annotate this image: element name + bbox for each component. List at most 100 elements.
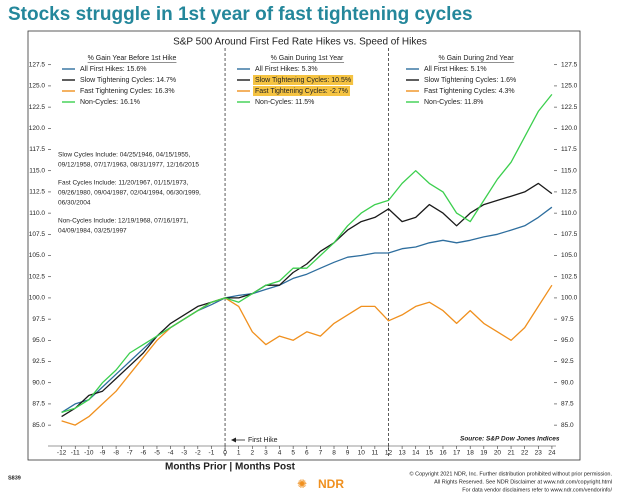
x-tick-label: -11 — [71, 450, 80, 457]
note: 06/30/2004 — [58, 200, 91, 207]
x-tick-label: -4 — [168, 450, 174, 457]
y-tick-label-right: 85.0 — [561, 422, 574, 429]
series-line — [61, 284, 553, 426]
legend-entry: Fast Tightening Cycles: 4.3% — [424, 88, 515, 95]
legend-entry: Fast Tightening Cycles: -2.7% — [255, 88, 348, 95]
y-tick-label-right: 120.0 — [561, 125, 578, 132]
y-tick-label: 97.5 — [32, 316, 45, 323]
y-tick-label: 115.0 — [29, 167, 45, 174]
y-tick-label-right: 117.5 — [561, 146, 577, 153]
y-tick-label-right: 105.0 — [561, 252, 578, 259]
x-tick-label: 24 — [548, 450, 556, 457]
x-tick-label: -10 — [84, 450, 94, 457]
x-tick-label: 15 — [426, 450, 434, 457]
y-tick-label-right: 122.5 — [561, 104, 578, 111]
footer-line: © Copyright 2021 NDR, Inc. Further distr… — [410, 470, 613, 477]
y-tick-label-right: 110.0 — [561, 210, 577, 217]
legend-highlight — [253, 75, 354, 85]
y-tick-label: 102.5 — [29, 273, 46, 280]
y-tick-label-right: 102.5 — [561, 273, 578, 280]
x-tick-label: 21 — [507, 450, 515, 457]
x-tick-label: 5 — [291, 450, 295, 457]
x-tick-label: 11 — [371, 450, 378, 457]
x-tick-label: 16 — [439, 450, 447, 457]
x-tick-label: 8 — [332, 450, 336, 457]
code: S839 — [8, 475, 21, 481]
series-line — [61, 206, 553, 413]
y-tick-label-right: 125.0 — [561, 83, 578, 90]
x-tick-label: 10 — [358, 450, 366, 457]
legend-entry: Non-Cycles: 16.1% — [80, 99, 140, 106]
source: Source: S&P Dow Jones Indices — [460, 436, 560, 443]
note: Fast Cycles Include: 11/20/1967, 01/15/1… — [58, 180, 189, 187]
logo-mark: ✺ — [297, 477, 307, 491]
x-tick-label: 13 — [398, 450, 406, 457]
y-tick-label-right: 112.5 — [561, 189, 577, 196]
y-tick-label: 95.0 — [32, 337, 45, 344]
first-hike-label: First Hike — [248, 437, 278, 444]
y-tick-label: 127.5 — [29, 61, 46, 68]
legend-entry: Non-Cycles: 11.5% — [255, 99, 314, 106]
y-tick-label-right: 97.5 — [561, 316, 574, 323]
x-tick-label: -9 — [100, 450, 106, 457]
x-tick-label: -1 — [209, 450, 215, 457]
legend-highlight — [253, 86, 350, 96]
note: Non-Cycles Include: 12/19/1968, 07/16/19… — [58, 218, 189, 225]
legend-entry: Non-Cycles: 11.8% — [424, 99, 483, 106]
legend-heading: % Gain Year Before 1st Hike — [88, 55, 177, 62]
x-tick-label: 7 — [319, 450, 323, 457]
x-tick-label: -2 — [195, 450, 201, 457]
legend-entry: Slow Tightening Cycles: 14.7% — [80, 77, 176, 84]
x-tick-label: 9 — [346, 450, 350, 457]
y-tick-label: 117.5 — [29, 146, 45, 153]
y-tick-label: 92.5 — [32, 358, 45, 365]
legend-entry: All First Hikes: 5.3% — [255, 66, 318, 73]
x-axis-label: Months Prior | Months Post — [165, 462, 296, 473]
y-tick-label: 125.0 — [29, 83, 46, 90]
x-tick-label: 18 — [467, 450, 475, 457]
y-tick-label: 100.0 — [29, 295, 46, 302]
y-tick-label-right: 115.0 — [561, 167, 577, 174]
x-tick-label: 20 — [494, 450, 502, 457]
x-tick-label: 14 — [412, 450, 420, 457]
note: Slow Cycles Include: 04/25/1946, 04/15/1… — [58, 152, 190, 159]
series-line — [61, 93, 553, 414]
y-tick-label-right: 95.0 — [561, 337, 574, 344]
legend-entry: Fast Tightening Cycles: 16.3% — [80, 88, 175, 95]
series-line — [61, 182, 553, 418]
note: 04/09/1984, 03/25/1997 — [58, 228, 127, 235]
legend-entry: All First Hikes: 15.6% — [80, 66, 147, 73]
y-tick-label: 85.0 — [32, 422, 45, 429]
y-tick-label: 105.0 — [29, 252, 46, 259]
x-tick-label: 4 — [278, 450, 282, 457]
x-tick-label: -8 — [113, 450, 119, 457]
chart-frame — [27, 30, 581, 461]
x-tick-label: -6 — [140, 450, 146, 457]
x-tick-label: 2 — [250, 450, 254, 457]
headline: Stocks struggle in 1st year of fast tigh… — [8, 4, 473, 25]
y-tick-label: 112.5 — [29, 189, 45, 196]
y-tick-label-right: 92.5 — [561, 358, 574, 365]
y-tick-label-right: 100.0 — [561, 295, 578, 302]
y-tick-label-right: 87.5 — [561, 401, 574, 408]
legend-entry: All First Hikes: 5.1% — [424, 66, 487, 73]
legend-heading: % Gain During 2nd Year — [438, 55, 514, 62]
y-tick-label: 90.0 — [32, 379, 45, 386]
x-tick-label: -3 — [181, 450, 187, 457]
arrow-head — [231, 437, 236, 443]
y-tick-label-right: 127.5 — [561, 61, 578, 68]
x-tick-label: -7 — [127, 450, 133, 457]
x-tick-label: 19 — [480, 450, 488, 457]
x-tick-label: 3 — [264, 450, 268, 457]
y-tick-label: 87.5 — [32, 401, 45, 408]
y-tick-label: 120.0 — [29, 125, 46, 132]
y-tick-label: 122.5 — [29, 104, 46, 111]
legend-entry: Slow Tightening Cycles: 10.5% — [255, 77, 351, 84]
footer-line: All Rights Reserved. See NDR Disclaimer … — [434, 479, 612, 485]
x-tick-label: 1 — [237, 450, 241, 457]
note: 09/26/1980, 09/04/1987, 02/04/1994, 06/3… — [58, 190, 201, 197]
y-tick-label-right: 107.5 — [561, 231, 578, 238]
y-tick-label: 110.0 — [29, 210, 45, 217]
x-tick-label: -12 — [57, 450, 67, 457]
